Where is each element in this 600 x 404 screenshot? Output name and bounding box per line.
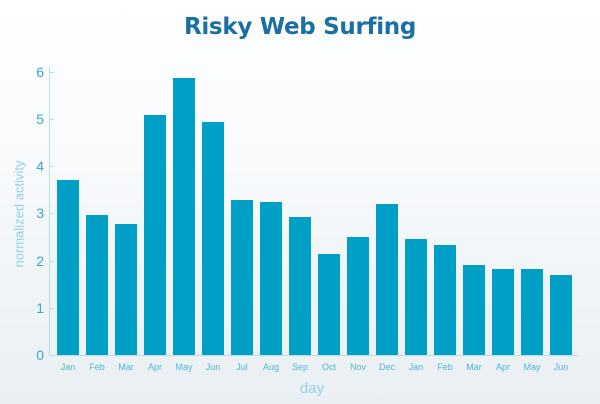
y-axis	[49, 66, 50, 356]
x-axis-label: day	[299, 380, 325, 397]
bar	[144, 115, 166, 355]
bar	[289, 216, 311, 355]
y-tick	[49, 213, 54, 215]
x-tick-label: Oct	[321, 362, 337, 372]
x-tick-label: Mar	[466, 362, 482, 372]
bar	[173, 77, 195, 355]
bar	[347, 236, 369, 355]
x-tick-label: Jun	[553, 362, 569, 372]
y-tick-label: 5	[36, 111, 44, 127]
bar	[434, 245, 456, 355]
y-tick-label: 6	[36, 63, 44, 80]
x-tick-label: May	[175, 362, 193, 372]
chart-title: Risky Web Surfing	[183, 14, 417, 40]
bar	[115, 224, 137, 355]
y-tick-label: 4	[36, 158, 44, 175]
y-tick-label: 0	[36, 347, 44, 363]
x-tick-label: Sep	[291, 362, 309, 372]
x-tick-label: Apr	[495, 362, 511, 372]
bar	[231, 200, 253, 355]
x-tick-label: Jul	[236, 362, 248, 372]
bar	[57, 180, 79, 355]
x-tick-label: May	[523, 362, 541, 372]
x-tick-label: Feb	[89, 362, 105, 372]
x-tick-label: Aug	[262, 362, 280, 372]
x-tick-label: Apr	[147, 362, 163, 372]
bar	[521, 269, 543, 355]
bar	[318, 253, 340, 355]
y-tick	[49, 260, 54, 262]
bar	[405, 238, 427, 355]
x-axis	[49, 355, 579, 356]
y-tick	[49, 355, 54, 356]
x-tick-label: Mar	[118, 362, 134, 372]
bar	[492, 269, 514, 355]
y-tick-label: 1	[36, 299, 44, 316]
y-tick	[49, 119, 54, 120]
x-tick-label: Dec	[378, 362, 396, 372]
y-tick	[49, 71, 54, 73]
x-tick-label: Nov	[349, 362, 367, 372]
bar	[550, 275, 572, 355]
bar	[463, 265, 485, 355]
y-tick	[49, 166, 54, 168]
x-tick-label: Jan	[408, 362, 424, 372]
y-tick-label: 2	[36, 252, 44, 269]
bar	[86, 214, 108, 355]
x-tick-label: Feb	[437, 362, 453, 372]
bar	[202, 122, 224, 355]
x-tick-label: Jan	[60, 362, 76, 372]
bar	[260, 202, 282, 355]
bar	[376, 203, 398, 355]
x-tick-label: Jun	[205, 362, 221, 372]
y-tick-label: 3	[36, 205, 44, 222]
y-tick	[49, 307, 54, 309]
